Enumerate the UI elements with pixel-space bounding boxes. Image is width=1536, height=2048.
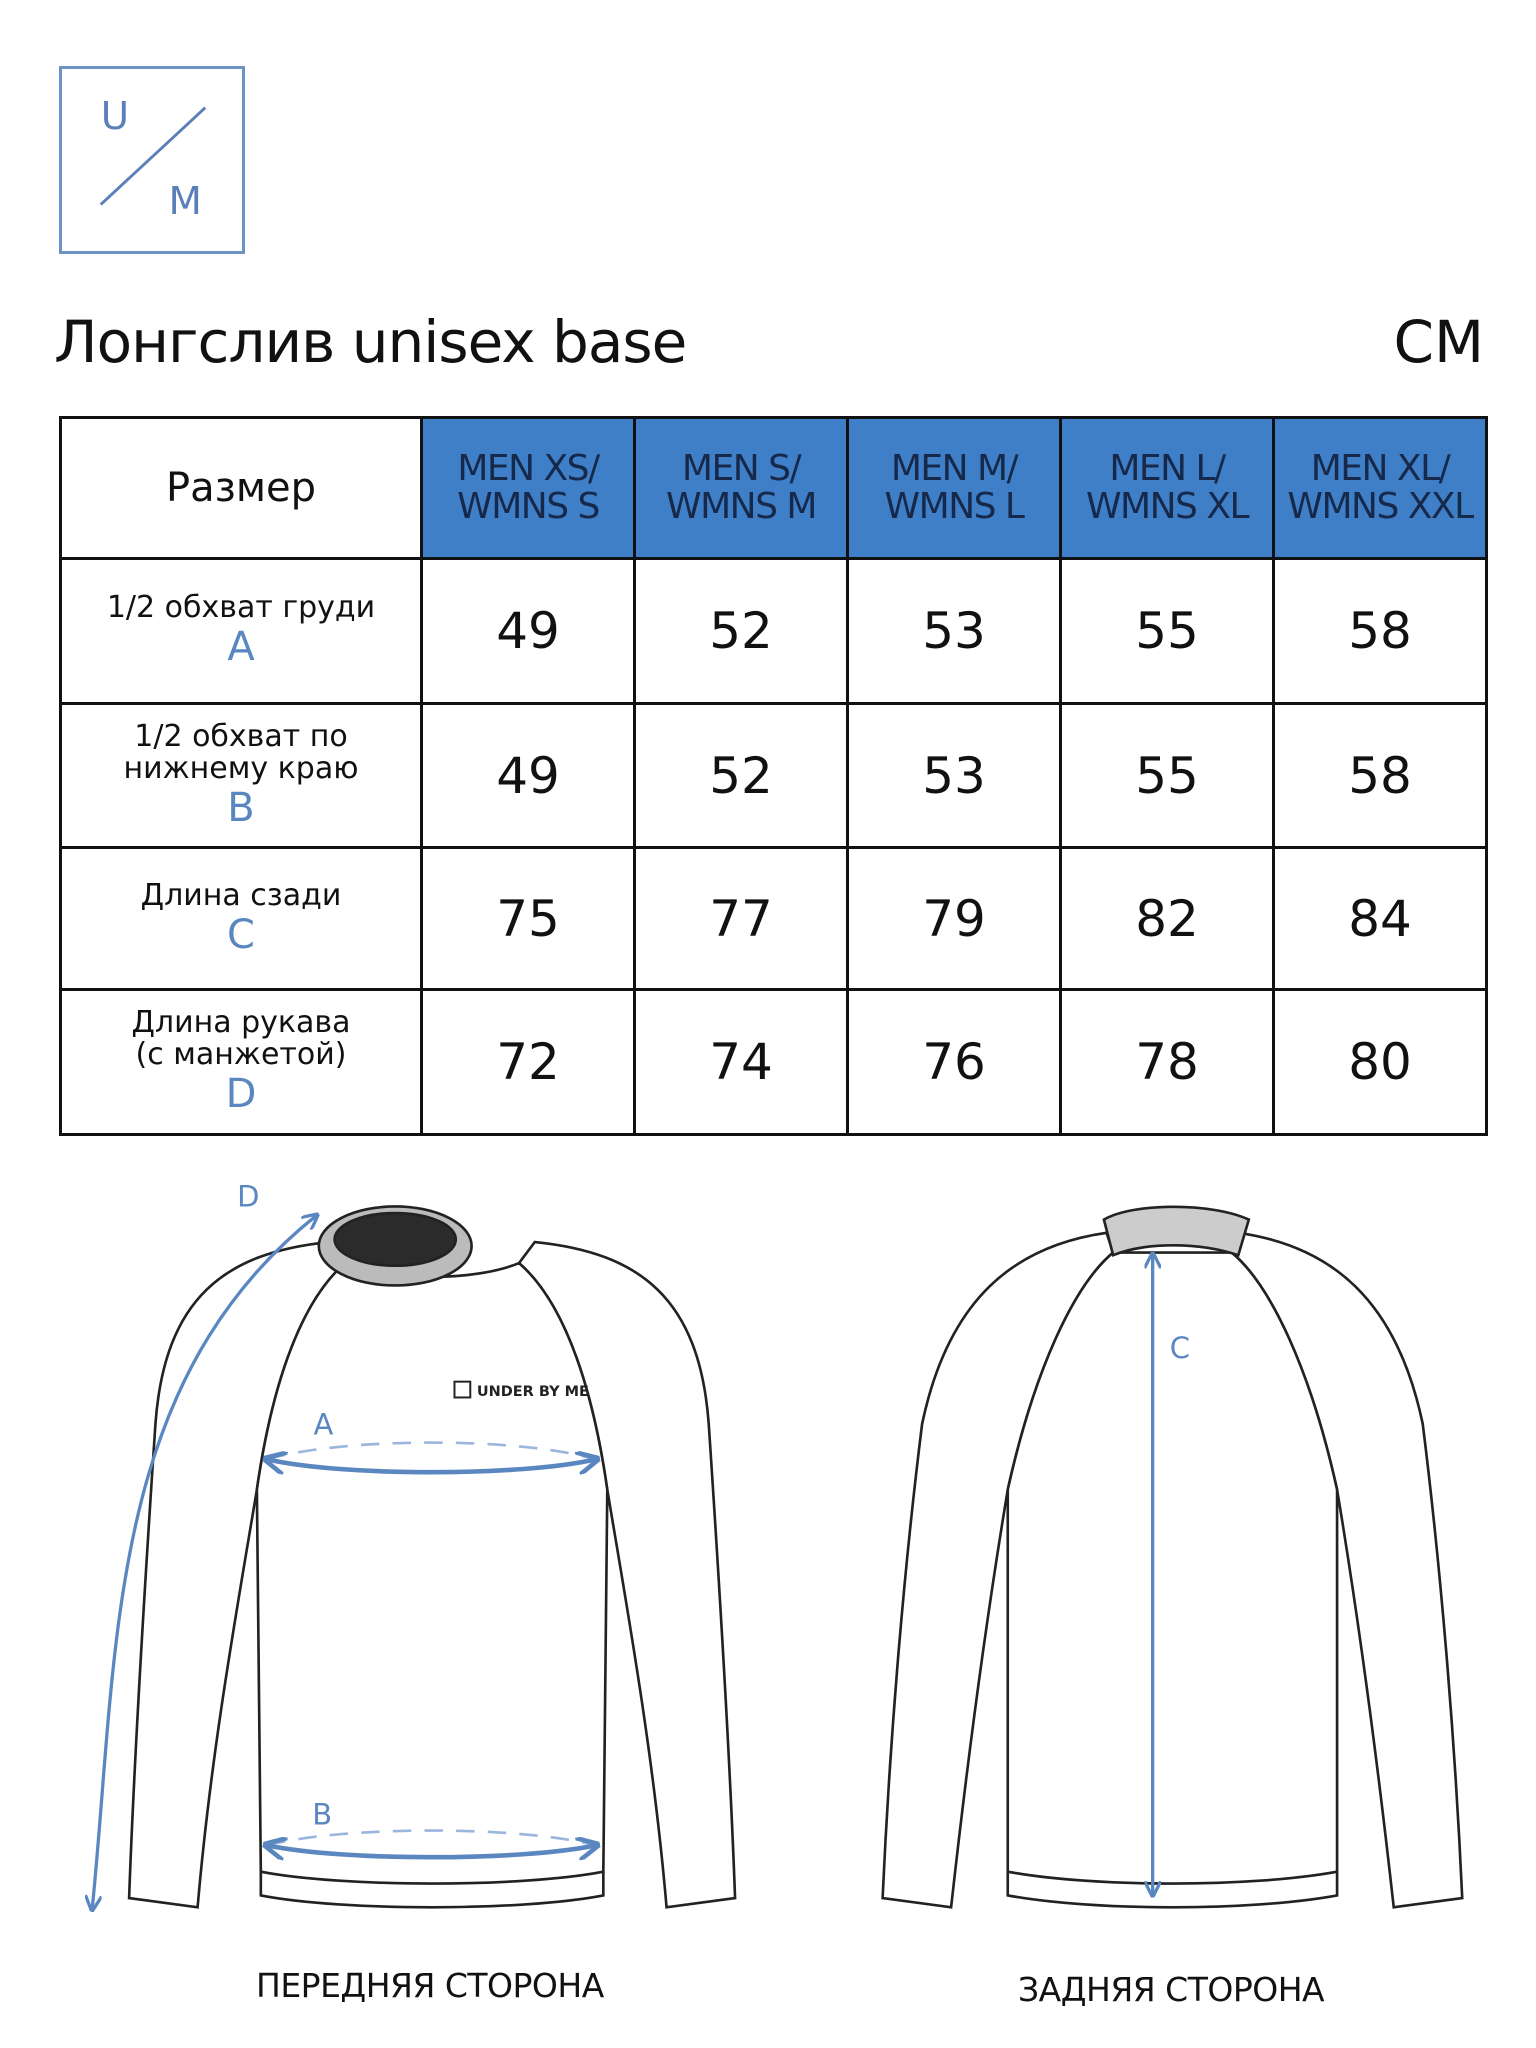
cell: 49 bbox=[420, 557, 636, 705]
measure-b-arrow bbox=[267, 1845, 595, 1857]
cell: 75 bbox=[420, 846, 636, 991]
table-row: Длина рукава (с манжетой) D 72 74 76 78 80 bbox=[59, 988, 1488, 1136]
cell: 52 bbox=[633, 557, 849, 705]
cell: 58 bbox=[1272, 702, 1488, 849]
label-d: D bbox=[237, 1179, 259, 1213]
column-header: MEN M/WMNS L bbox=[846, 416, 1062, 560]
label-a: A bbox=[314, 1407, 334, 1441]
back-left-sleeve bbox=[881, 1231, 1115, 1909]
cell: 80 bbox=[1272, 988, 1488, 1136]
unit-label: CM bbox=[1393, 308, 1484, 376]
size-header: Размер bbox=[59, 416, 423, 560]
cell: 53 bbox=[846, 557, 1062, 705]
front-caption: ПЕРЕДНЯЯ СТОРОНА bbox=[256, 1966, 604, 2005]
logo-mark: U M bbox=[99, 94, 207, 224]
cell: 84 bbox=[1272, 846, 1488, 991]
brand-logo: U M bbox=[59, 66, 245, 254]
cell: 72 bbox=[420, 988, 636, 1136]
column-header: MEN L/WMNS XL bbox=[1059, 416, 1275, 560]
cell: 49 bbox=[420, 702, 636, 849]
cell: 52 bbox=[633, 702, 849, 849]
table-header-row: Размер MEN XS/WMNS S MEN S/WMNS M MEN M/… bbox=[59, 416, 1488, 560]
table-row: 1/2 обхват по нижнему краю B 49 52 53 55 5… bbox=[59, 702, 1488, 849]
label-c: C bbox=[1170, 1331, 1190, 1365]
front-shirt bbox=[127, 1205, 737, 1909]
back-collar bbox=[1102, 1205, 1251, 1257]
measure-a-arrow bbox=[267, 1459, 595, 1472]
column-header: MEN S/WMNS M bbox=[633, 416, 849, 560]
product-title: Лонгслив unisex base bbox=[54, 308, 687, 376]
label-b: B bbox=[312, 1797, 332, 1831]
cell: 53 bbox=[846, 702, 1062, 849]
row-label: Длина сзади C bbox=[59, 846, 423, 991]
brand-icon bbox=[453, 1380, 472, 1399]
measure-d-arrow bbox=[92, 1216, 316, 1909]
cell: 82 bbox=[1059, 846, 1275, 991]
left-sleeve bbox=[127, 1240, 347, 1909]
svg-text:UNDER BY ME: UNDER BY ME bbox=[477, 1384, 589, 1400]
back-shirt bbox=[881, 1205, 1464, 1909]
brand-print: UNDER BY ME bbox=[453, 1380, 589, 1400]
column-header: MEN XL/WMNS XXL bbox=[1272, 416, 1488, 560]
table-row: 1/2 обхват груди A 49 52 53 55 58 bbox=[59, 557, 1488, 705]
cell: 58 bbox=[1272, 557, 1488, 705]
cell: 79 bbox=[846, 846, 1062, 991]
back-right-sleeve bbox=[1230, 1231, 1464, 1909]
row-label: 1/2 обхват груди A bbox=[59, 557, 423, 705]
row-label: Длина рукава (с манжетой) D bbox=[59, 988, 423, 1136]
cell: 78 bbox=[1059, 988, 1275, 1136]
right-sleeve bbox=[517, 1240, 737, 1909]
cell: 76 bbox=[846, 988, 1062, 1136]
svg-text:M: M bbox=[168, 179, 201, 224]
back-body bbox=[1006, 1251, 1339, 1885]
svg-text:U: U bbox=[101, 94, 129, 139]
back-caption: ЗАДНЯЯ СТОРОНА bbox=[1018, 1970, 1325, 2009]
front-body bbox=[255, 1261, 609, 1885]
table-row: Длина сзади C 75 77 79 82 84 bbox=[59, 846, 1488, 991]
cell: 55 bbox=[1059, 702, 1275, 849]
column-header: MEN XS/WMNS S bbox=[420, 416, 636, 560]
cell: 77 bbox=[633, 846, 849, 991]
row-label: 1/2 обхват по нижнему краю B bbox=[59, 702, 423, 849]
size-table: Размер MEN XS/WMNS S MEN S/WMNS M MEN M/… bbox=[59, 416, 1488, 1136]
cell: 55 bbox=[1059, 557, 1275, 705]
cell: 74 bbox=[633, 988, 849, 1136]
